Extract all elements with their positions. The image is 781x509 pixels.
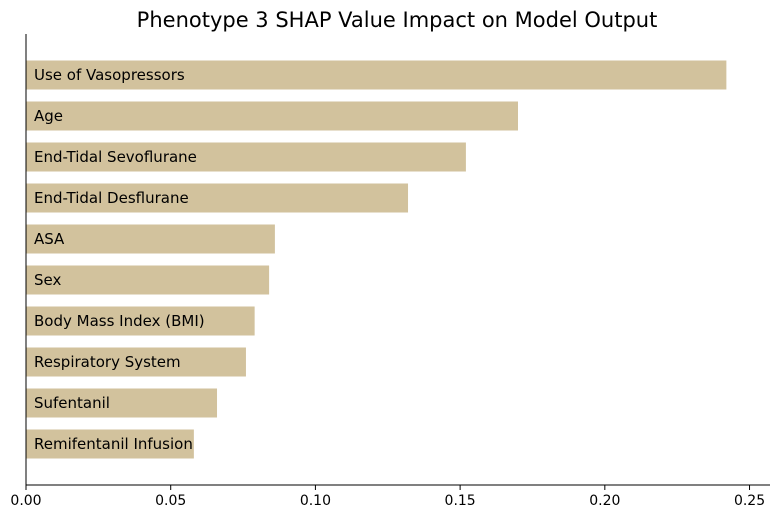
bar-6 bbox=[26, 306, 255, 336]
bar-label-9: Remifentanil Infusion bbox=[34, 435, 193, 453]
bar-8 bbox=[26, 388, 218, 418]
x-tick-label-5: 0.25 bbox=[734, 493, 765, 509]
bar-label-0: Use of Vasopressors bbox=[34, 66, 185, 84]
bar-1 bbox=[26, 101, 518, 131]
x-tick-label-3: 0.15 bbox=[445, 493, 476, 509]
bar-5 bbox=[26, 265, 270, 295]
bar-label-1: Age bbox=[34, 107, 63, 125]
x-tick-label-1: 0.05 bbox=[155, 493, 186, 509]
x-tick-label-0: 0.00 bbox=[10, 493, 41, 509]
x-tick-label-4: 0.20 bbox=[589, 493, 620, 509]
bar-label-2: End-Tidal Sevoflurane bbox=[34, 148, 197, 166]
bar-label-8: Sufentanil bbox=[34, 394, 110, 412]
bar-0 bbox=[26, 60, 727, 90]
bar-3 bbox=[26, 183, 409, 213]
bar-label-4: ASA bbox=[34, 230, 65, 248]
chart-title: Phenotype 3 SHAP Value Impact on Model O… bbox=[137, 8, 658, 32]
axes-layer: 0.00 0.05 0.10 0.15 0.20 0.25 bbox=[10, 34, 770, 509]
bar-label-6: Body Mass Index (BMI) bbox=[34, 312, 205, 330]
bar-label-7: Respiratory System bbox=[34, 353, 181, 371]
bar-2 bbox=[26, 142, 466, 172]
bars-layer: Use of Vasopressors Age End-Tidal Sevoflur… bbox=[26, 60, 727, 459]
bar-4 bbox=[26, 224, 275, 254]
bar-7 bbox=[26, 347, 246, 377]
x-tick-label-2: 0.10 bbox=[300, 493, 331, 509]
bar-9 bbox=[26, 429, 194, 459]
bar-label-5: Sex bbox=[34, 271, 61, 289]
bar-label-3: End-Tidal Desflurane bbox=[34, 189, 189, 207]
